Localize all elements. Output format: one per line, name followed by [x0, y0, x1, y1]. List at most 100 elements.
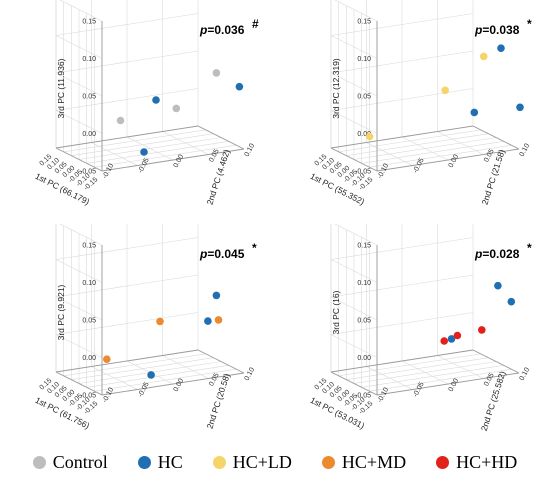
legend-marker-control	[32, 455, 46, 469]
legend-label-hc-md: HC+MD	[341, 451, 407, 472]
axes	[330, 21, 520, 172]
z-tick-label: -0.05	[80, 393, 96, 400]
p-value-symbol: p	[474, 23, 482, 37]
significance-mark: *	[252, 241, 257, 255]
wall-grid-line	[330, 274, 474, 298]
wall-grid-line	[330, 312, 474, 335]
pca-panel-2: 0.150.100.050.00-0.05-0.15-0.10-0.050.00…	[309, 0, 532, 207]
y-tick-label: -0.10	[102, 162, 116, 179]
point-control	[172, 104, 181, 113]
y-tick-label: -0.05	[412, 381, 426, 398]
y-tick-label: -0.05	[137, 381, 151, 398]
z-tick-label: 0.05	[82, 318, 96, 325]
y-tick-label: 0.00	[448, 378, 461, 393]
point-hc	[147, 371, 155, 379]
x-axis-line	[330, 147, 378, 172]
point-hc-md	[156, 317, 164, 326]
y-tick-label: -0.10	[102, 386, 116, 403]
z-tick-label: 0.05	[357, 318, 371, 325]
x-axis-line	[55, 147, 103, 172]
box-edge	[472, 125, 520, 150]
floor-grid-line	[369, 368, 512, 392]
wall-grid-line	[55, 13, 199, 36]
z-tick-label: 0.15	[82, 19, 96, 26]
floor-grid-line	[346, 357, 489, 380]
p-value-label: p=0.038	[474, 23, 520, 37]
wall-grid-line	[55, 296, 103, 321]
point-hc-ld	[441, 86, 449, 95]
legend-item-control: Control	[32, 451, 108, 473]
floor-grid-line	[86, 365, 229, 388]
wall-grid-line	[334, 0, 378, 22]
wall-grid-line	[55, 274, 199, 298]
legend-marker-hc	[137, 455, 151, 469]
floor-grid-line	[63, 129, 206, 153]
y-axis-line	[376, 148, 520, 172]
legend-marker-hc-ld	[212, 455, 226, 469]
y-tick-label: 0.10	[244, 143, 257, 158]
z-axis-label: 3rd PC (9.921)	[56, 284, 66, 340]
wall-grid-line	[330, 35, 378, 59]
floor-grid-line	[94, 368, 237, 392]
point-hc-hd	[478, 326, 486, 334]
legend-label-control: Control	[52, 451, 108, 472]
box-edge	[55, 349, 199, 373]
point-hc	[497, 44, 505, 52]
z-axis-label: 3rd PC (12.319)	[331, 58, 341, 119]
z-tick-label: 0.10	[82, 56, 96, 63]
y-tick-label: -0.05	[412, 157, 426, 174]
point-hc	[140, 148, 148, 156]
floor-grid-line	[94, 144, 237, 168]
box-edge	[55, 125, 199, 149]
z-tick-label: 0.00	[357, 355, 371, 362]
wall-grid-line	[59, 0, 103, 22]
axes	[55, 245, 245, 396]
z-tick-label: -0.05	[80, 169, 96, 176]
wall-grid-line	[330, 13, 474, 36]
z-axis-label: 3rd PC (11.936)	[56, 58, 66, 118]
legend-label-hc-ld: HC+LD	[232, 451, 292, 472]
wall-grid-line	[330, 50, 474, 74]
point-hc-md	[103, 355, 111, 363]
legend-marker-hc-md	[321, 455, 335, 469]
floor-grid-line	[361, 365, 504, 388]
significance-mark: #	[252, 17, 259, 31]
point-hc-md	[214, 316, 223, 324]
z-tick-label: 0.10	[357, 56, 371, 63]
point-hc	[204, 317, 212, 325]
floor-grid-line	[369, 144, 512, 168]
wall-grid-line	[55, 334, 103, 358]
floor-grid-line	[346, 133, 489, 156]
y-tick-label: 0.10	[519, 143, 532, 158]
z-tick-label: 0.00	[82, 355, 96, 362]
point-hc	[470, 108, 479, 117]
y-tick-label: -0.10	[377, 162, 391, 179]
y-tick-label: 0.00	[173, 154, 186, 169]
y-tick-label: 0.10	[519, 367, 532, 382]
y-axis-label: 2nd PC (21.58)	[479, 148, 506, 206]
pca-panel-3: 0.150.100.050.00-0.05-0.15-0.10-0.050.00…	[34, 224, 257, 431]
wall-grid-line	[330, 237, 474, 260]
floor-grid-line	[338, 129, 481, 153]
point-hc	[212, 291, 221, 300]
y-axis-line	[101, 372, 245, 396]
pca-panel-4: 0.150.100.050.00-0.05-0.15-0.10-0.050.00…	[309, 224, 532, 432]
z-tick-label: 0.05	[82, 94, 96, 101]
floor-grid-line	[71, 357, 214, 380]
floor-grid-line	[338, 353, 481, 377]
p-value-symbol: p	[474, 247, 482, 261]
point-hc-ld	[479, 52, 488, 61]
legend-item-hc-md: HC+MD	[321, 451, 407, 473]
floor-grid-line	[361, 141, 504, 164]
point-hc	[507, 297, 516, 306]
y-tick-label: 0.00	[448, 154, 461, 169]
box-edge	[472, 349, 520, 374]
axes	[330, 245, 520, 396]
legend: Control HC HC+LD HC+MD HC+HD	[0, 448, 550, 476]
z-tick-label: 0.15	[357, 243, 371, 250]
legend-label-hc-hd: HC+HD	[456, 451, 518, 472]
z-tick-label: -0.05	[355, 169, 371, 176]
wall-grid-line	[55, 259, 103, 283]
wall-grid-line	[55, 237, 199, 260]
box-edge	[197, 349, 245, 374]
